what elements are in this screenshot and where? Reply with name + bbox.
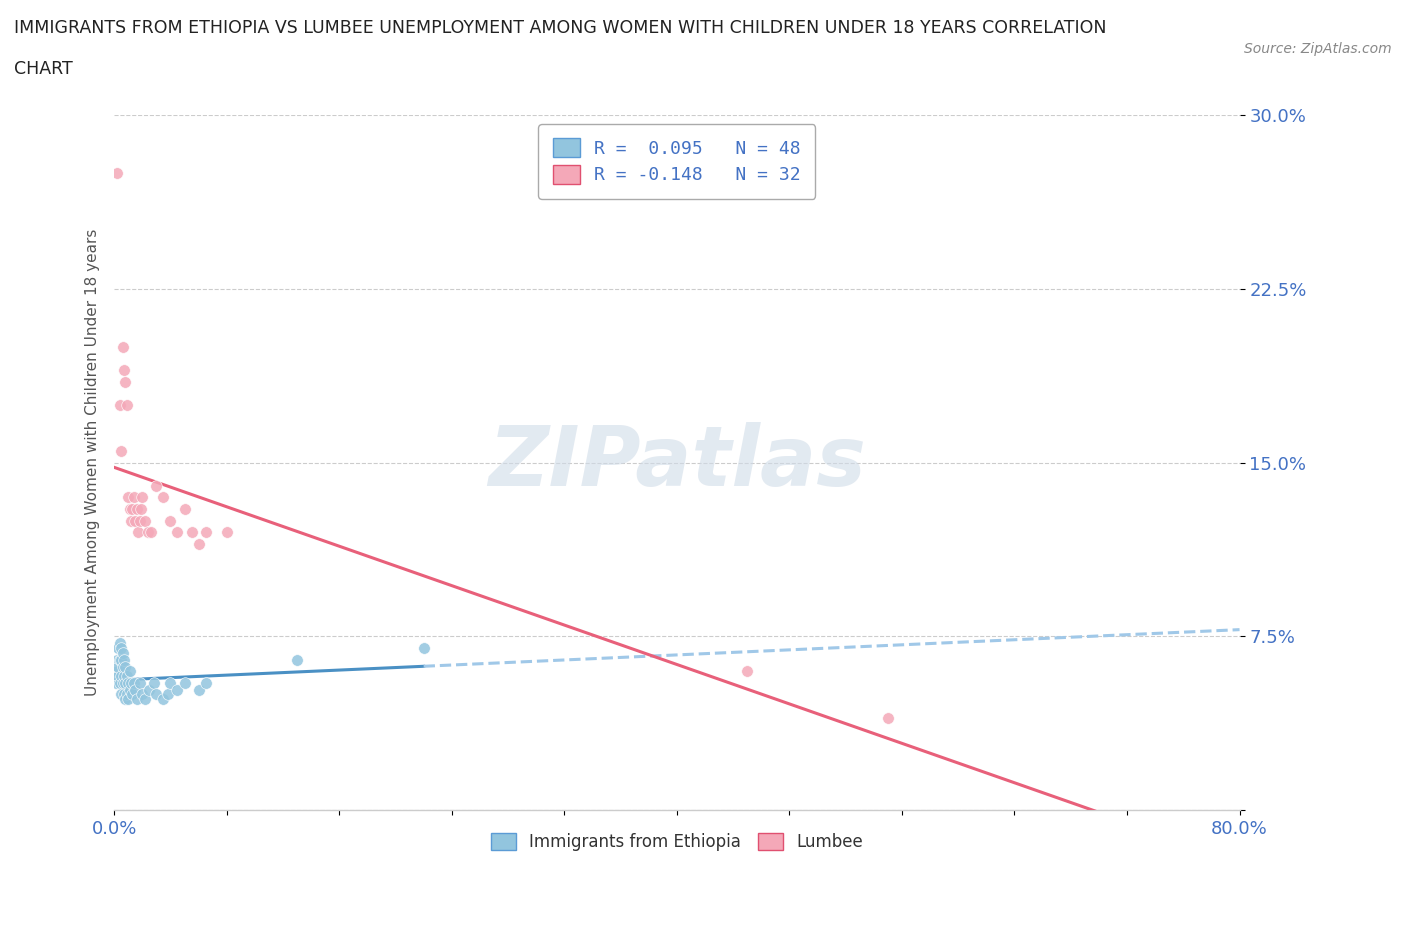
Text: CHART: CHART [14,60,73,78]
Point [412,641,434,656]
Point [110,641,132,656]
Point [111,675,134,690]
Point [136,525,159,539]
Point [112,363,135,378]
Point [117,675,139,690]
Text: ZIPatlas: ZIPatlas [488,422,866,503]
Point [114,374,136,389]
Point [118,664,141,679]
Point [127,525,149,539]
Point [152,490,174,505]
Point [215,525,238,539]
Point [180,525,202,539]
Point [876,711,898,725]
Point [121,687,143,702]
Point [108,636,131,651]
Point [110,652,132,667]
Point [120,513,142,528]
Point [122,490,145,505]
Point [114,675,136,690]
Point [107,641,129,656]
Point [108,397,131,412]
Point [156,687,179,702]
Point [110,444,132,458]
Point [166,525,188,539]
Point [194,675,217,690]
Point [114,659,136,674]
Point [166,683,188,698]
Point [111,339,134,354]
Point [120,675,142,690]
Point [138,683,160,698]
Point [187,683,209,698]
Point [134,692,156,707]
Point [118,683,141,698]
Point [107,659,129,674]
Point [194,525,217,539]
Point [104,675,127,690]
Point [112,652,135,667]
Point [108,675,131,690]
Point [125,692,148,707]
Point [115,669,138,684]
Point [118,501,141,516]
Point [129,501,152,516]
Point [128,513,150,528]
Point [105,652,128,667]
Point [117,692,139,707]
Point [110,687,132,702]
Point [145,687,167,702]
Point [159,513,181,528]
Point [111,645,134,660]
Point [134,513,156,528]
Point [173,675,195,690]
Point [187,537,209,551]
Point [145,478,167,493]
Point [115,397,138,412]
Point [117,490,139,505]
Point [112,669,135,684]
Point [124,683,146,698]
Point [152,692,174,707]
Point [124,513,146,528]
Point [131,490,153,505]
Point [121,501,143,516]
Point [105,664,128,679]
Text: Source: ZipAtlas.com: Source: ZipAtlas.com [1244,42,1392,56]
Point [115,687,138,702]
Point [128,675,150,690]
Point [735,664,758,679]
Text: IMMIGRANTS FROM ETHIOPIA VS LUMBEE UNEMPLOYMENT AMONG WOMEN WITH CHILDREN UNDER : IMMIGRANTS FROM ETHIOPIA VS LUMBEE UNEMP… [14,19,1107,36]
Point [107,669,129,684]
Point [105,166,128,180]
Point [131,687,153,702]
Point [125,501,148,516]
Point [173,501,195,516]
Legend: Immigrants from Ethiopia, Lumbee: Immigrants from Ethiopia, Lumbee [484,826,869,857]
Y-axis label: Unemployment Among Women with Children Under 18 years: Unemployment Among Women with Children U… [86,229,100,697]
Point [139,525,162,539]
Point [112,687,135,702]
Point [142,675,165,690]
Point [285,652,308,667]
Point [111,659,134,674]
Point [159,675,181,690]
Point [114,692,136,707]
Point [122,675,145,690]
Point [110,669,132,684]
Point [108,652,131,667]
